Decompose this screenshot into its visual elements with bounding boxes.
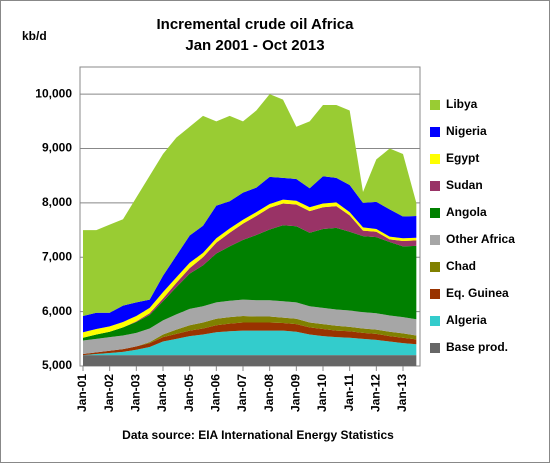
chart-subtitle: Jan 2001 - Oct 2013 xyxy=(185,37,324,54)
area xyxy=(83,176,417,333)
x-tick-label: Jan-09 xyxy=(289,374,303,412)
x-tick-label: Jan-06 xyxy=(209,374,223,412)
legend-label: Sudan xyxy=(446,178,483,192)
source-note: Data source: EIA International Energy St… xyxy=(122,428,394,442)
area xyxy=(83,299,417,355)
legend-label: Angola xyxy=(446,205,487,219)
x-tick-label: Jan-03 xyxy=(129,374,143,412)
area xyxy=(83,315,417,355)
legend-swatch xyxy=(430,262,440,272)
x-tick-label: Jan-07 xyxy=(235,374,249,412)
legend-swatch xyxy=(430,343,440,353)
legend-label: Other Africa xyxy=(446,232,515,246)
x-tick-label: Jan-12 xyxy=(369,374,383,412)
x-tick-label: Jan-05 xyxy=(182,374,196,412)
legend-label: Chad xyxy=(446,259,476,273)
y-tick-label: 9,000 xyxy=(42,141,72,155)
area xyxy=(83,355,417,366)
x-tick-label: Jan-13 xyxy=(395,374,409,412)
area xyxy=(83,322,417,356)
legend-swatch xyxy=(430,181,440,191)
x-tick-label: Jan-10 xyxy=(315,374,329,412)
area xyxy=(83,94,417,316)
y-tick-label: 7,000 xyxy=(42,249,72,263)
legend-label: Eq. Guinea xyxy=(446,286,509,300)
legend-swatch xyxy=(430,208,440,218)
legend-label: Nigeria xyxy=(446,124,487,138)
legend-swatch xyxy=(430,100,440,110)
area xyxy=(83,203,417,338)
x-tick-label: Jan-01 xyxy=(75,374,89,412)
x-tick-label: Jan-02 xyxy=(102,374,116,412)
y-tick-label: 5,000 xyxy=(42,358,72,372)
y-axis-label: kb/d xyxy=(22,29,47,43)
legend-swatch xyxy=(430,235,440,245)
y-tick-label: 10,000 xyxy=(35,86,72,100)
legend-swatch xyxy=(430,316,440,326)
legend-label: Libya xyxy=(446,97,478,111)
y-tick-label: 8,000 xyxy=(42,195,72,209)
x-tick-label: Jan-11 xyxy=(342,374,356,412)
area xyxy=(83,225,417,341)
chart-title: Incremental crude oil Africa xyxy=(156,16,354,33)
y-tick-label: 6,000 xyxy=(42,304,72,318)
legend-label: Algeria xyxy=(446,313,487,327)
legend-swatch xyxy=(430,289,440,299)
legend-label: Egypt xyxy=(446,151,479,165)
legend-swatch xyxy=(430,127,440,137)
area xyxy=(83,330,417,356)
x-tick-label: Jan-04 xyxy=(155,374,169,412)
legend-label: Base prod. xyxy=(446,340,508,354)
x-tick-label: Jan-08 xyxy=(262,374,276,412)
legend-swatch xyxy=(430,154,440,164)
